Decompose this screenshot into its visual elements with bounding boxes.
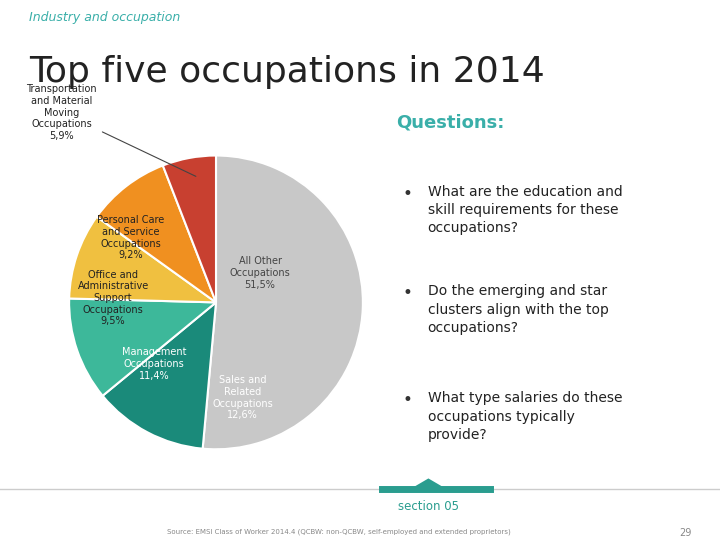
Text: •: • <box>402 185 413 202</box>
Text: Source: EMSI Class of Worker 2014.4 (QCBW: non-QCBW, self-employed and extended : Source: EMSI Class of Worker 2014.4 (QCB… <box>166 528 510 535</box>
Text: Top five occupations in 2014: Top five occupations in 2014 <box>29 55 544 89</box>
Text: What are the education and
skill requirements for these
occupations?: What are the education and skill require… <box>428 185 622 235</box>
Text: Management
Occupations
11,4%: Management Occupations 11,4% <box>122 347 186 381</box>
Text: Sales and
Related
Occupations
12,6%: Sales and Related Occupations 12,6% <box>212 375 273 420</box>
Wedge shape <box>163 156 216 302</box>
Wedge shape <box>202 156 363 449</box>
Text: Questions:: Questions: <box>396 113 505 131</box>
Text: Office and
Administrative
Support
Occupations
9,5%: Office and Administrative Support Occupa… <box>78 270 149 326</box>
Wedge shape <box>103 302 216 449</box>
Text: 29: 29 <box>679 528 691 538</box>
Wedge shape <box>96 165 216 302</box>
Text: What type salaries do these
occupations typically
provide?: What type salaries do these occupations … <box>428 392 622 442</box>
Text: Industry and occupation: Industry and occupation <box>29 11 180 24</box>
Text: Do the emerging and star
clusters align with the top
occupations?: Do the emerging and star clusters align … <box>428 285 608 335</box>
Text: section 05: section 05 <box>398 500 459 513</box>
Wedge shape <box>69 217 216 302</box>
Text: •: • <box>402 285 413 302</box>
Polygon shape <box>414 478 443 487</box>
Text: •: • <box>402 392 413 409</box>
Text: Transportation
and Material
Moving
Occupations
5,9%: Transportation and Material Moving Occup… <box>27 84 196 177</box>
Wedge shape <box>69 299 216 396</box>
Text: All Other
Occupations
51,5%: All Other Occupations 51,5% <box>230 256 290 289</box>
Text: Personal Care
and Service
Occupations
9,2%: Personal Care and Service Occupations 9,… <box>97 215 164 260</box>
